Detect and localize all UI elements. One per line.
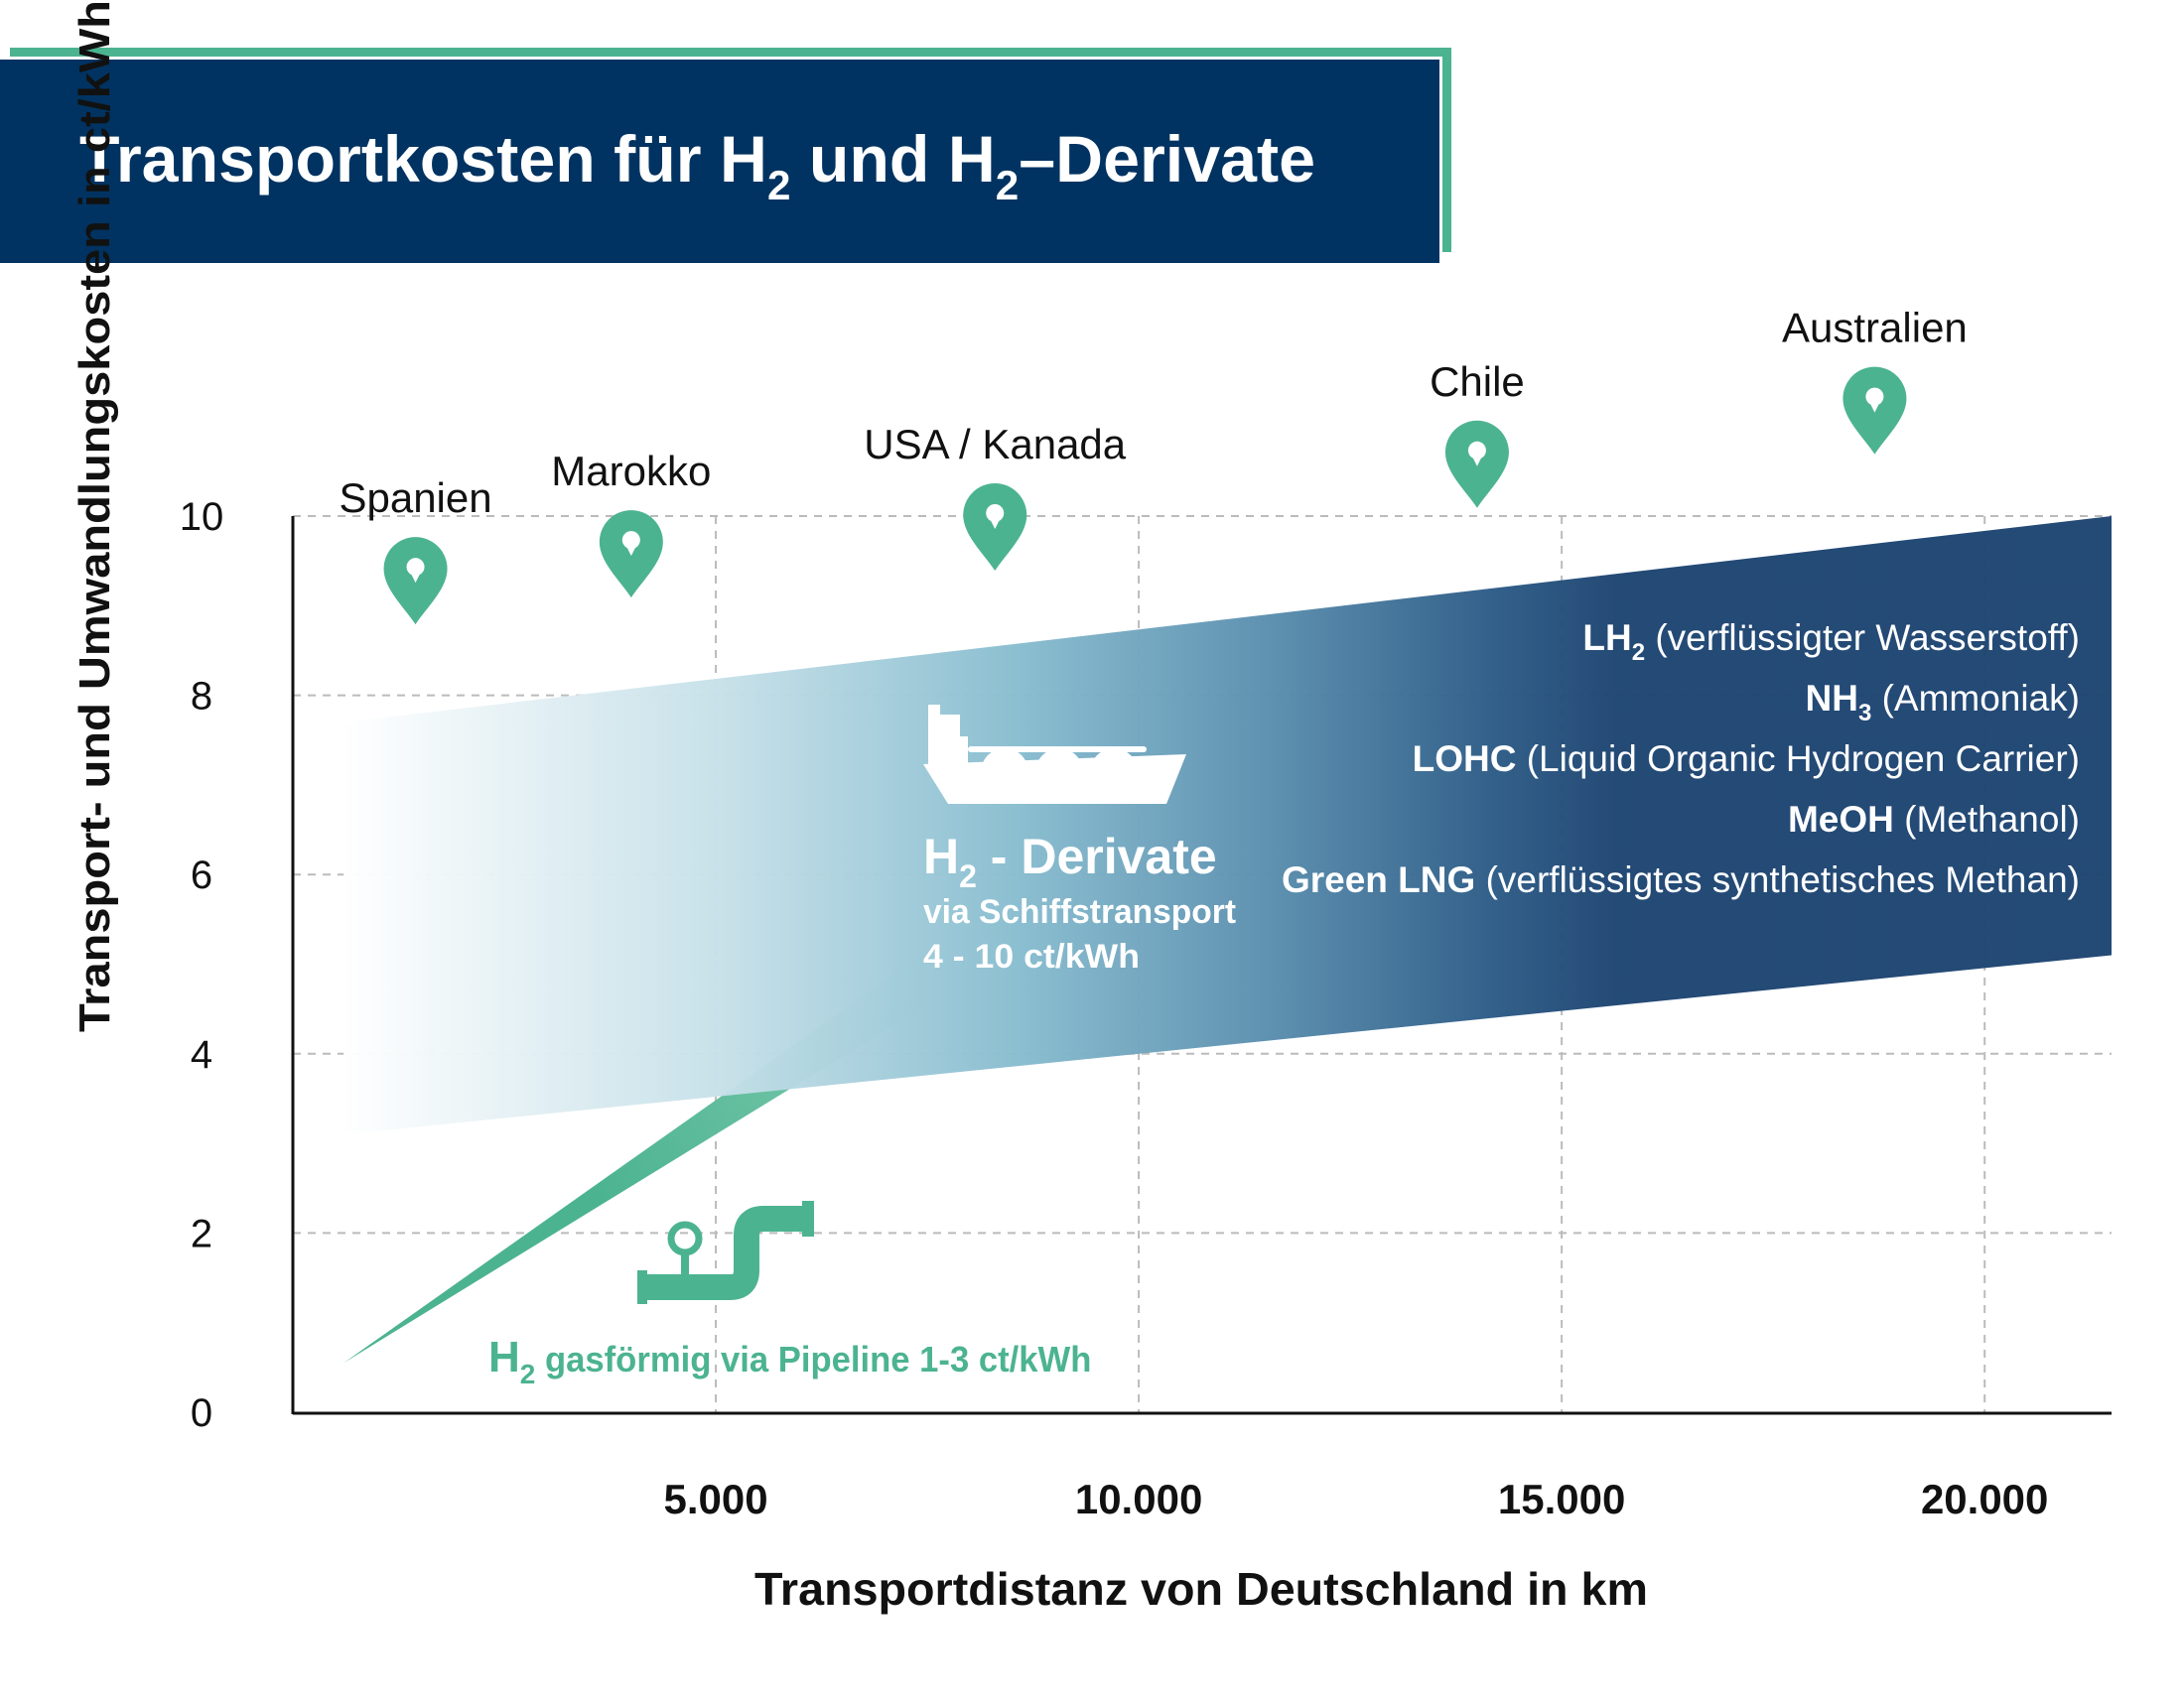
data-bands xyxy=(343,516,2112,1364)
x-tick-label-15000: 15.000 xyxy=(1498,1476,1625,1522)
derivative-abbr: MeOH xyxy=(1788,799,1894,840)
ship-cost-range: 4 - 10 ct/kWh xyxy=(923,938,1140,976)
derivative-item: NH3 (Ammoniak) xyxy=(1805,678,2080,726)
derivative-subscript: 2 xyxy=(1632,639,1645,666)
location-label: USA / Kanada xyxy=(864,421,1126,467)
ship-title: H2 - Derivate xyxy=(923,829,1217,894)
pipeline-icon xyxy=(637,1201,814,1304)
y-tick-label-6: 6 xyxy=(191,854,212,897)
location-marokko: Marokko xyxy=(551,448,711,598)
y-tick-labels: 0 2 4 6 8 10 xyxy=(180,495,224,1435)
derivative-abbr: Green LNG xyxy=(1282,859,1475,900)
y-tick-label-10: 10 xyxy=(180,495,224,539)
pipeline-annotation: H2 gasförmig via Pipeline 1-3 ct/kWh xyxy=(488,1333,1091,1389)
ship-annotation: H2 - Derivate via Schiffstransport 4 - 1… xyxy=(923,829,1236,976)
derivative-desc: (Methanol) xyxy=(1894,799,2080,840)
derivative-abbr: LOHC xyxy=(1413,738,1517,779)
derivative-item: LOHC (Liquid Organic Hydrogen Carrier) xyxy=(1413,738,2080,779)
location-label: Marokko xyxy=(551,448,711,494)
derivative-item: MeOH (Methanol) xyxy=(1788,799,2080,840)
location-usa-kanada: USA / Kanada xyxy=(864,421,1127,571)
banner-accent-right xyxy=(1442,48,1451,252)
location-label: Chile xyxy=(1430,358,1525,405)
map-pin-hole-tip xyxy=(624,544,637,557)
derivative-desc: (verflüssigter Wasserstoff) xyxy=(1645,617,2080,658)
page-title: Transportkosten für H2 und H2–Derivate xyxy=(79,122,1315,208)
banner-background xyxy=(0,60,1439,263)
map-pin-hole-tip xyxy=(1868,400,1881,413)
map-pin-hole-tip xyxy=(1470,454,1483,466)
x-tick-labels: 5.000 10.000 15.000 20.000 xyxy=(663,1476,2048,1522)
x-tick-label-10000: 10.000 xyxy=(1075,1476,1202,1522)
location-label: Australien xyxy=(1782,305,1968,351)
location-australien: Australien xyxy=(1782,305,1968,455)
map-pin-hole-tip xyxy=(989,517,1002,529)
derivative-abbr: LH xyxy=(1582,617,1631,658)
location-spanien: Spanien xyxy=(339,474,492,625)
derivative-desc: (Liquid Organic Hydrogen Carrier) xyxy=(1516,738,2080,779)
location-label: Spanien xyxy=(339,474,491,521)
y-tick-label-4: 4 xyxy=(191,1033,212,1077)
ship-derivatives-band xyxy=(343,516,2112,1135)
axes xyxy=(291,516,2112,1415)
derivatives-legend: LH2 (verflüssigter Wasserstoff) NH3 (Ammo… xyxy=(1282,617,2080,900)
map-pin-hole-tip xyxy=(409,571,422,584)
y-tick-label-2: 2 xyxy=(191,1212,212,1255)
title-banner: Transportkosten für H2 und H2–Derivate xyxy=(0,48,1451,263)
y-tick-label-8: 8 xyxy=(191,675,212,719)
derivative-subscript: 3 xyxy=(1858,700,1871,726)
location-markers: Spanien Marokko USA / Kanada Chile Australie… xyxy=(339,305,1968,625)
derivative-desc: (verflüssigtes synthetisches Methan) xyxy=(1475,859,2080,900)
ship-subtitle: via Schiffstransport xyxy=(923,893,1236,931)
derivative-desc: (Ammoniak) xyxy=(1871,678,2080,719)
y-axis-label: Transport- und Umwandlungskosten in ct/k… xyxy=(70,0,119,1032)
banner-accent-top xyxy=(10,48,1451,57)
derivative-item: Green LNG (verflüssigtes synthetisches M… xyxy=(1282,859,2080,900)
derivative-item: LH2 (verflüssigter Wasserstoff) xyxy=(1582,617,2080,666)
x-tick-label-5000: 5.000 xyxy=(663,1476,767,1522)
location-chile: Chile xyxy=(1430,358,1525,508)
ship-icon xyxy=(923,705,1186,804)
derivative-abbr: NH xyxy=(1805,678,1857,719)
y-tick-label-0: 0 xyxy=(191,1391,212,1435)
x-tick-label-20000: 20.000 xyxy=(1921,1476,2048,1522)
x-axis-label: Transportdistanz von Deutschland in km xyxy=(754,1563,1648,1615)
